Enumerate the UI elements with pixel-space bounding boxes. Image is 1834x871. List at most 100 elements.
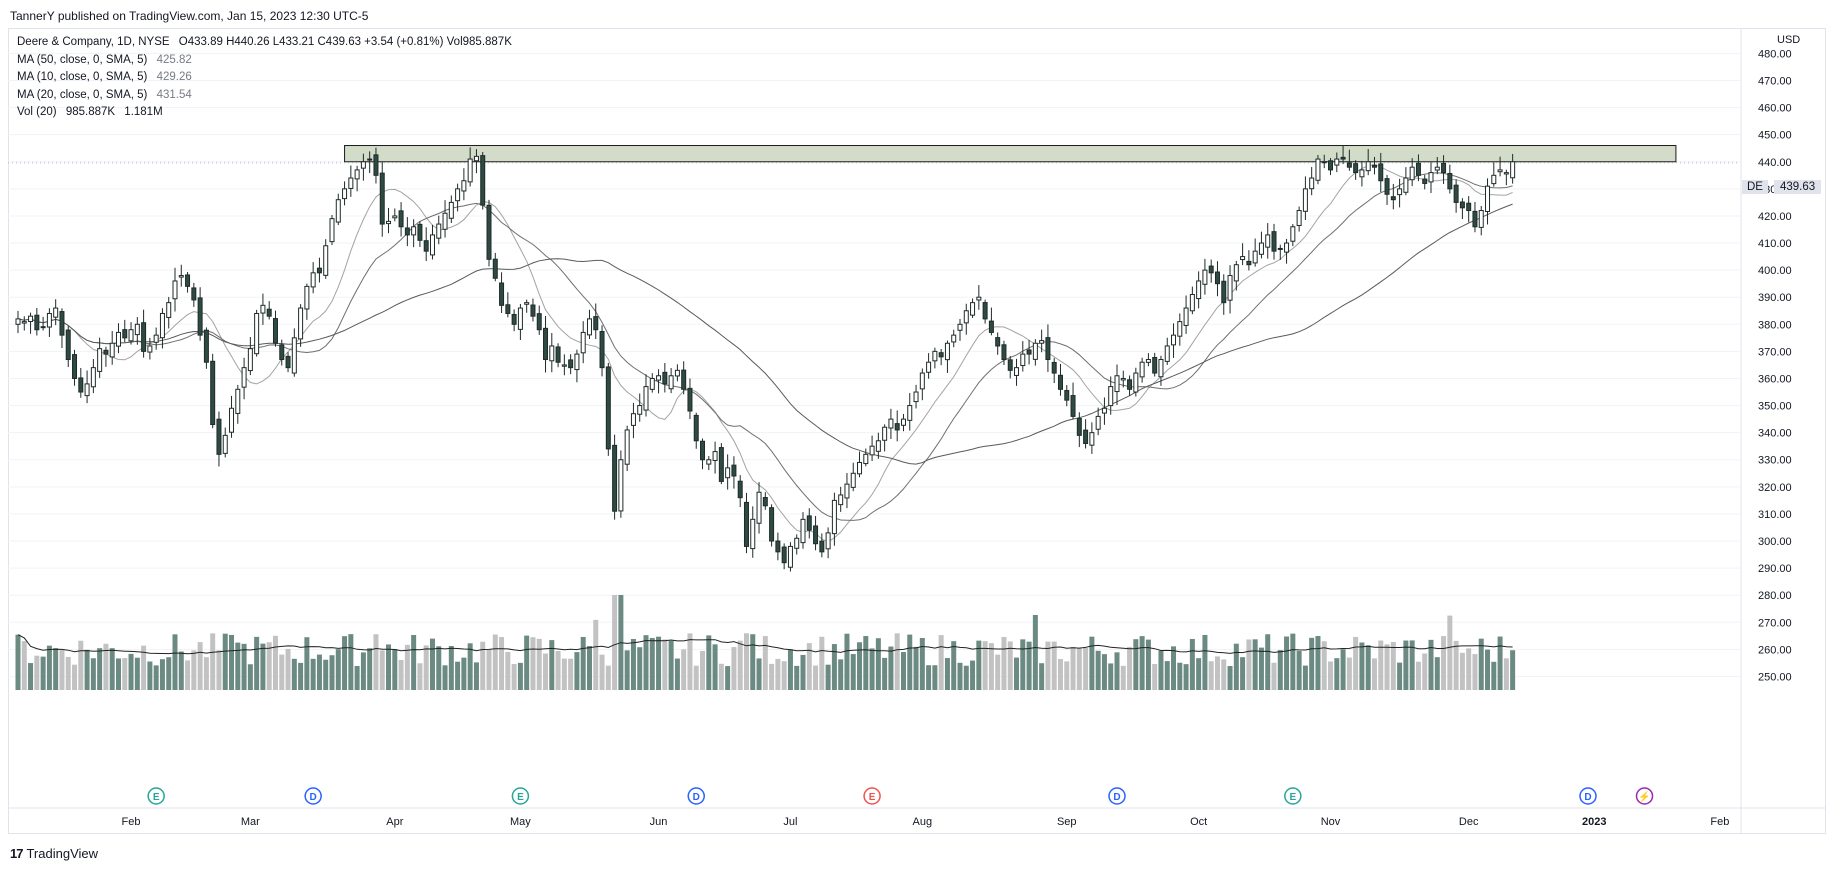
- volume-bar: [46, 645, 52, 690]
- candle-body: [505, 304, 511, 314]
- candle-body: [1139, 361, 1145, 378]
- candle-body: [687, 387, 693, 412]
- candle-body: [794, 537, 800, 549]
- candle-body: [473, 155, 479, 162]
- volume-bar: [838, 659, 844, 690]
- candlestick-chart[interactable]: E D E D E D E D ⚡ 250.00260.00270.00280.00290.00…: [8, 28, 1826, 834]
- volume-bar: [21, 641, 27, 690]
- volume-bar: [172, 634, 178, 690]
- candle-body: [1233, 264, 1239, 282]
- volume-bar: [109, 648, 115, 690]
- volume-bar: [1196, 658, 1202, 690]
- volume-bar: [65, 656, 71, 690]
- volume-bar: [1321, 641, 1327, 690]
- volume-bar: [122, 658, 128, 690]
- volume-bar: [1007, 641, 1013, 690]
- candle-body: [750, 518, 756, 550]
- legend-ohlc: O433.89 H440.26 L433.21 C439.63 +3.54 (+…: [178, 36, 512, 48]
- volume-bar: [888, 646, 894, 690]
- volume-bar: [254, 636, 260, 690]
- legend-ma10-label[interactable]: MA (10, close, 0, SMA, 5): [17, 71, 148, 83]
- candle-body: [115, 331, 121, 347]
- candle-body: [1315, 158, 1321, 181]
- volume-bar: [1390, 641, 1396, 690]
- volume-bar: [718, 663, 724, 690]
- candle-body: [825, 532, 831, 550]
- legend-ma50-label[interactable]: MA (50, close, 0, SMA, 5): [17, 53, 148, 66]
- price-tick-label: 260.00: [1758, 644, 1792, 656]
- candle-body: [926, 361, 932, 373]
- candle-body: [1196, 280, 1202, 300]
- volume-bar: [775, 658, 781, 690]
- candle-body: [436, 223, 442, 239]
- candle-body: [398, 210, 404, 228]
- candle-body: [172, 280, 178, 300]
- time-tick-label: Oct: [1190, 816, 1207, 828]
- candle-body: [1158, 359, 1164, 378]
- candle-body: [373, 154, 379, 176]
- volume-bar: [938, 635, 944, 690]
- volume-bar: [1466, 648, 1472, 690]
- event-marker-icon: [511, 787, 530, 805]
- volume-bar: [511, 664, 517, 690]
- candle-body: [59, 311, 65, 336]
- price-tick-label: 350.00: [1758, 401, 1792, 413]
- volume-bars: [15, 595, 1516, 690]
- volume-bar: [869, 648, 875, 690]
- candle-body: [781, 546, 787, 564]
- volume-bar: [787, 649, 793, 690]
- resistance-zone-layer: [8, 145, 1740, 164]
- candle-body: [40, 326, 46, 329]
- legend-ma20-label[interactable]: MA (20, close, 0, SMA, 5): [17, 88, 148, 101]
- volume-bar: [1252, 639, 1258, 690]
- candle-body: [706, 459, 712, 465]
- candle-body: [944, 342, 950, 361]
- candle-body: [1491, 174, 1497, 185]
- candle-body: [159, 312, 165, 339]
- candle-body: [1026, 349, 1032, 355]
- candle-body: [486, 204, 492, 260]
- volume-bar: [392, 649, 398, 690]
- volume-bar: [800, 654, 806, 690]
- volume-bar: [97, 648, 103, 690]
- candle-body: [951, 334, 957, 343]
- candle-body: [1001, 344, 1007, 361]
- candle-body: [134, 323, 140, 336]
- candle-body: [1485, 185, 1491, 213]
- tradingview-logo[interactable]: 17 TradingView: [10, 846, 98, 861]
- candle-body: [863, 453, 869, 465]
- candle-body: [888, 418, 894, 429]
- candle-body: [1164, 345, 1170, 362]
- candle-body: [84, 383, 90, 397]
- volume-bar: [197, 642, 203, 690]
- candle-body: [448, 201, 454, 219]
- candle-body: [348, 177, 354, 189]
- volume-bar: [15, 634, 21, 690]
- candle-body: [15, 318, 21, 325]
- volume-bar: [379, 650, 385, 690]
- event-marker-label: E: [1290, 792, 1297, 803]
- volume-bar: [373, 634, 379, 690]
- volume-bar: [222, 633, 228, 690]
- candle-body: [938, 352, 944, 358]
- volume-bar: [210, 633, 216, 690]
- volume-bar: [674, 658, 680, 690]
- time-tick-label: Sep: [1057, 816, 1077, 828]
- candle-body: [1353, 163, 1359, 174]
- candle-body: [1359, 169, 1365, 178]
- legend-vol-label[interactable]: Vol (20): [17, 106, 57, 118]
- candle-body: [555, 346, 561, 363]
- candle-body: [1409, 166, 1415, 181]
- volume-bar: [1202, 634, 1208, 690]
- candle-body: [28, 315, 34, 323]
- volume-bar: [970, 660, 976, 690]
- volume-bar: [166, 657, 172, 690]
- candle-body: [907, 405, 913, 421]
- volume-bar: [1083, 648, 1089, 690]
- event-marker-icon: [1579, 787, 1597, 805]
- volume-bar: [178, 651, 184, 690]
- volume-bar: [599, 654, 605, 690]
- volume-bar: [1265, 634, 1271, 690]
- candle-body: [1497, 169, 1503, 173]
- volume-bar: [235, 642, 241, 690]
